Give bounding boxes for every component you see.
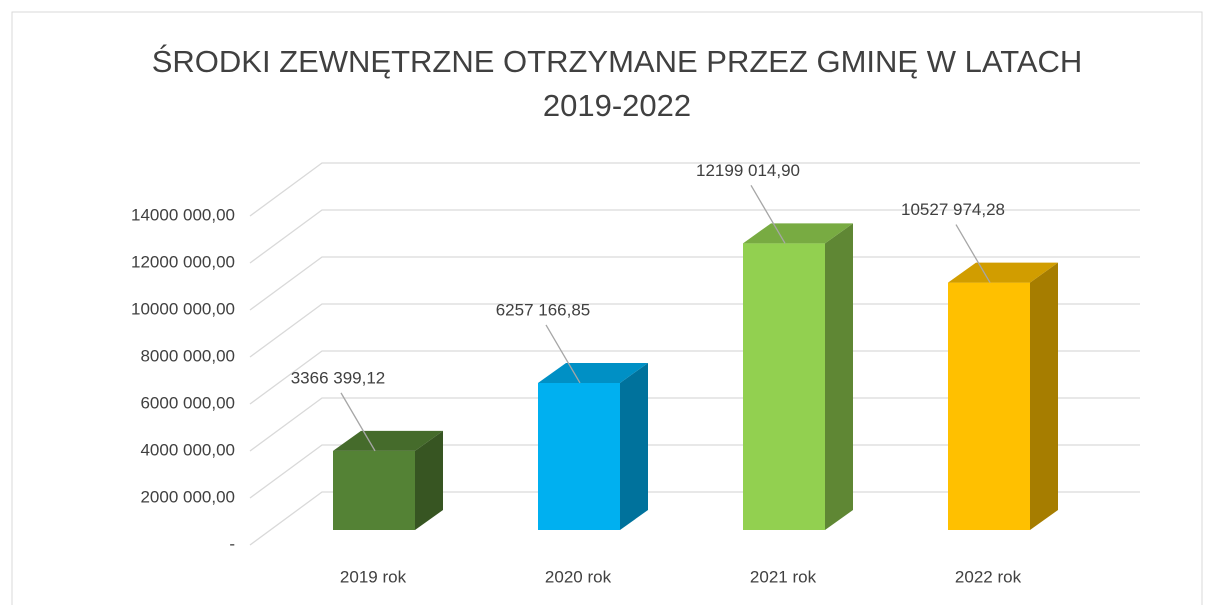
x-tick-label: 2021 rok — [750, 567, 817, 586]
grid-line — [249, 303, 1140, 358]
leader-line — [955, 224, 991, 283]
x-tick-label: 2020 rok — [545, 567, 612, 586]
bar-front — [743, 243, 825, 530]
bar-side — [825, 223, 853, 530]
grid-line — [249, 444, 1140, 499]
chart-border — [11, 11, 1203, 605]
bar-side — [1030, 262, 1058, 530]
grid-line — [249, 350, 1140, 405]
grid-line — [249, 256, 1140, 311]
bar-top — [948, 262, 1058, 283]
y-tick-label: 10000 000,00 — [131, 299, 235, 318]
leader-line — [750, 184, 786, 244]
bar-side — [415, 430, 443, 530]
y-tick-label: 4000 000,00 — [140, 440, 235, 459]
y-tick-label: 8000 000,00 — [140, 346, 235, 365]
value-label: 6257 166,85 — [496, 300, 591, 319]
bar-front — [948, 282, 1030, 530]
grid-line — [249, 209, 1140, 264]
y-tick-label: 12000 000,00 — [131, 252, 235, 271]
grid-line — [249, 162, 1140, 217]
leader-line — [340, 392, 376, 452]
x-tick-label: 2022 rok — [955, 567, 1022, 586]
leader-line — [545, 324, 581, 384]
chart-title: ŚRODKI ZEWNĘTRZNE OTRZYMANE PRZEZ GMINĘ … — [151, 44, 1083, 123]
x-tick-label: 2019 rok — [340, 567, 407, 586]
y-tick-label: 6000 000,00 — [140, 393, 235, 412]
value-label: 10527 974,28 — [901, 200, 1005, 219]
y-tick-label: 2000 000,00 — [140, 487, 235, 506]
bar-top — [743, 223, 853, 244]
grid-line — [249, 397, 1140, 452]
y-tick-label: - — [229, 534, 235, 553]
bar-top — [538, 362, 648, 383]
bar-side — [620, 362, 648, 530]
y-tick-label: 14000 000,00 — [131, 205, 235, 224]
bar-front — [538, 382, 620, 530]
value-label: 12199 014,90 — [696, 161, 800, 180]
bar-top — [333, 430, 443, 451]
bar-front — [333, 450, 415, 530]
grid-line — [249, 491, 1140, 546]
value-label: 3366 399,12 — [291, 368, 386, 387]
